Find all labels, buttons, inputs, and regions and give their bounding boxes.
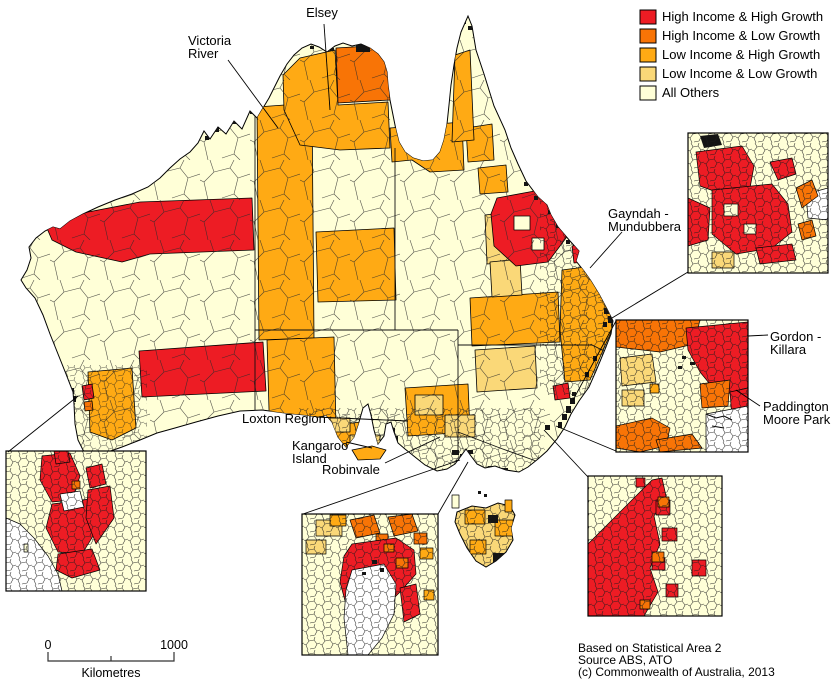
inset-melbourne [302,514,438,655]
label-kangaroo-1: Kangaroo [292,438,348,453]
label-gordon-1: Gordon - [770,329,821,344]
callout-lines [7,23,769,515]
scale-unit-label: Kilometres [81,666,140,680]
callout-line-elsey [323,23,331,111]
legend-label-low-income-high-growth: Low Income & High Growth [662,47,820,62]
callout-line-victoria-river [227,59,279,129]
callout-line-melbourne-inset-right [437,461,469,515]
inset-perth [6,451,146,591]
callout-line-gayndah [589,231,623,269]
legend: High Income & High Growth High Income & … [639,9,823,101]
callout-line-loxton [315,416,409,422]
callout-line-sydney-inset-lower [555,425,617,452]
callout-line-robinvale [384,436,441,464]
legend-swatch-low-income-high-growth [639,47,657,63]
callout-line-melbourne-inset-left [302,459,461,515]
tasmania [451,491,516,568]
callout-line-kangaroo-island [345,441,373,449]
attribution-line-1: Based on Statistical Area 2 [578,641,722,655]
scale-bar-line [47,652,175,662]
inset-brisbane-frame [687,132,829,274]
callout-line-gordon-killara [747,334,769,337]
legend-swatch-high-income-low-growth [639,28,657,44]
label-gordon-2: Killara [770,342,807,357]
attribution-line-2: Source ABS, ATO [578,653,672,667]
callout-line-paddington [735,389,761,407]
legend-label-high-income-low-growth: High Income & Low Growth [662,28,820,43]
callout-line-brisbane-inset [611,271,689,319]
callout-line-canberra-inset [543,429,589,478]
inset-canberra [588,476,722,616]
label-gayndah-2: Mundubbera [608,219,682,234]
callout-line-sydney-inset-upper [572,320,617,401]
legend-label-high-income-high-growth: High Income & High Growth [662,9,823,24]
label-elsey: Elsey [306,5,338,20]
label-robinvale: Robinvale [322,462,380,477]
legend-swatch-high-income-high-growth [639,9,657,25]
flinders-island [504,499,513,513]
inset-sydney [616,320,748,452]
label-victoria-river-2: River [188,46,219,61]
inset-brisbane [688,133,828,273]
legend-label-all-others: All Others [662,85,720,100]
dense-sw-wa-boundaries [62,365,147,460]
inset-melbourne-frame [301,513,439,656]
inset-perth-frame [5,450,147,592]
attribution: Based on Statistical Area 2 Source ABS, … [578,641,775,679]
scale-start-label: 0 [45,638,52,652]
attribution-line-3: (c) Commonwealth of Australia, 2013 [578,665,775,679]
legend-label-low-income-low-growth: Low Income & Low Growth [662,66,817,81]
legend-swatch-all-others [639,85,657,101]
label-victoria-river-1: Victoria [188,33,232,48]
label-kangaroo-2: Island [292,451,327,466]
callout-line-perth-inset [7,395,79,453]
kangaroo-island-shape [351,445,387,461]
label-loxton: Loxton Region [242,411,326,426]
scale-end-label: 1000 [160,638,188,652]
label-paddington-2: Moore Park [763,412,831,427]
dense-east-coast-boundaries [540,150,613,395]
label-gayndah-1: Gayndah - [608,206,669,221]
map-labels: Elsey Victoria River Gayndah - Mundubber… [188,5,831,477]
scale-bar: 0 1000 Kilometres [45,638,188,680]
legend-swatch-low-income-low-growth [639,66,657,82]
label-paddington-1: Paddington - [763,399,831,414]
king-island [451,494,460,509]
inset-sydney-frame [615,319,749,453]
inset-canberra-frame [587,475,723,617]
state-borders [254,116,607,462]
